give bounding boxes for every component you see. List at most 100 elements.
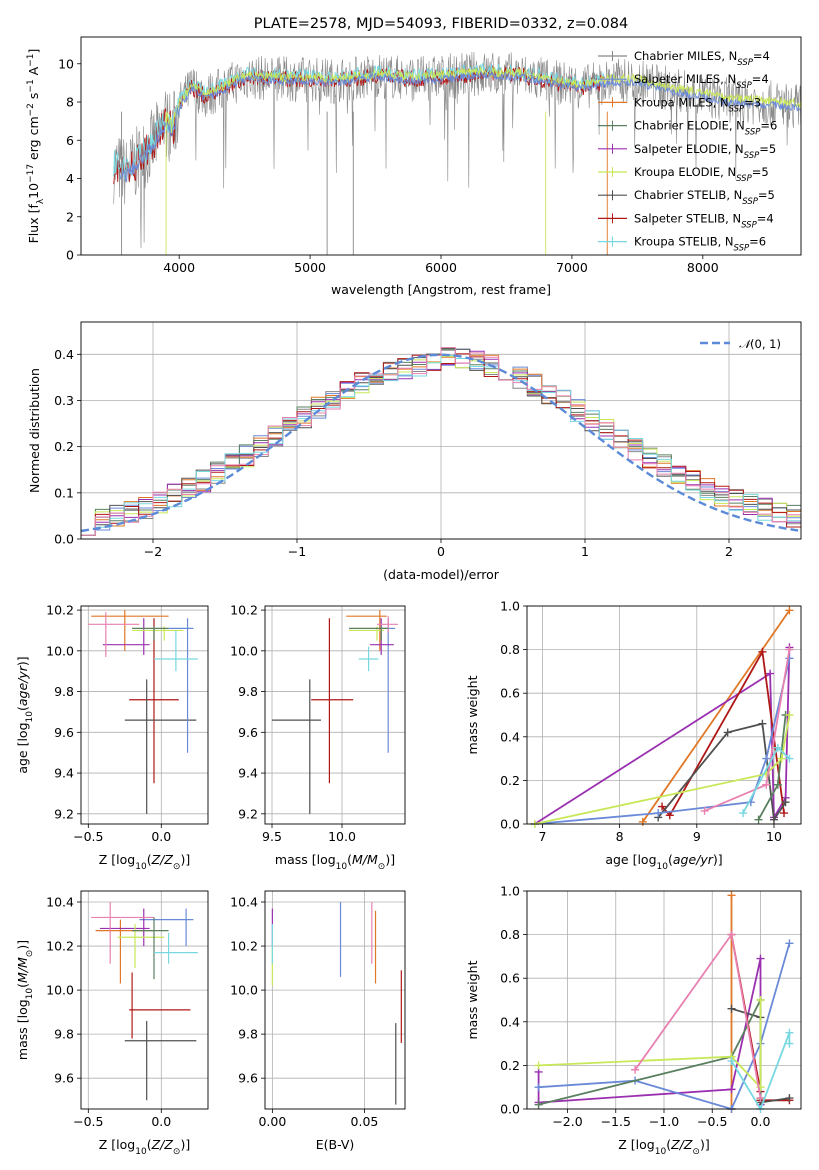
weight-point-marker [785, 606, 794, 615]
axes-frame [526, 890, 802, 1110]
legend-label: Chabrier ELODIE, NSSP=6 [634, 119, 777, 138]
legend-label: Salpeter STELIB, NSSP=4 [634, 211, 774, 230]
x-tick-label: 5000 [294, 260, 326, 275]
weight-point-marker [773, 743, 782, 752]
x-tick-label: 0.0 [151, 1114, 171, 1129]
y-tick-label: 0.0 [500, 1102, 520, 1117]
weight-point-marker [727, 891, 736, 900]
x-tick-label: 7 [538, 829, 546, 844]
y-tick-label: 6 [66, 133, 74, 148]
y-tick-label: 9.2 [238, 806, 258, 821]
weight-point-marker [785, 645, 794, 654]
weight-point-marker [785, 1094, 794, 1103]
weight-point-marker [758, 647, 767, 656]
weight-point-marker [727, 1057, 736, 1066]
spectrum-data-line [113, 51, 801, 249]
y-tick-label: 9.8 [54, 684, 74, 699]
spectrum-panel: 4000 5000 6000 7000 8000 0 2 4 6 8 10 wavelength [A… [26, 36, 802, 297]
histogram-xlabel: (data-model)/error [383, 567, 500, 582]
legend-label: Kroupa ELODIE, NSSP=5 [634, 165, 769, 184]
weight-point-marker [534, 1100, 543, 1109]
y-tick-label: 10.4 [46, 895, 74, 910]
x-tick-label: −1.5 [601, 1114, 631, 1129]
x-tick-label: 4000 [163, 260, 195, 275]
weight-point-marker [723, 728, 732, 737]
y-tick-label: 10.2 [46, 603, 74, 618]
y-tick-label: 0.4 [500, 729, 520, 744]
spectrum-ylabel: Flux [fλ10−17 erg cm−2 s−1 A−1] [26, 49, 46, 244]
spectrum-legend: Chabrier MILES, NSSP=4 Salpeter MILES, NS… [598, 49, 777, 254]
y-tick-label: 2 [66, 209, 74, 224]
axes-frame [80, 605, 209, 825]
y-tick-label: 9.6 [238, 725, 258, 740]
weight-series-line [642, 609, 791, 823]
y-tick-label: 9.4 [54, 766, 74, 781]
x-tick-label: 10.0 [328, 829, 356, 844]
weight-point-marker [785, 1039, 794, 1048]
x-tick-label: 0 [437, 544, 445, 559]
y-tick-label: 0.2 [54, 439, 74, 454]
y-tick-label: 10.2 [230, 939, 258, 954]
mass-vs-Z-xlabel: Z [log10(Z/Z⊙)] [99, 1137, 190, 1157]
y-tick-label: 9.8 [54, 1027, 74, 1042]
spectrum-xlabel: wavelength [Angstrom, rest frame] [331, 282, 551, 297]
y-tick-label: 9.4 [238, 766, 258, 781]
weight-point-marker [739, 809, 748, 818]
weight-vs-Z-panel: −2.0 −1.5 −1.0 −0.5 0.0 0.0 0.2 0.4 0.6 0.8 1.0 Z [… [465, 884, 802, 1157]
axes-frame [80, 321, 802, 540]
weight-point-marker [780, 809, 789, 818]
weight-vs-age-xlabel: age [log10(age/yr)] [605, 852, 722, 872]
y-tick-label: 10 [58, 56, 74, 71]
figure-title: PLATE=2578, MJD=54093, FIBERID=0332, z=0… [254, 16, 628, 32]
x-tick-label: 2 [725, 544, 733, 559]
y-tick-label: 10.0 [46, 983, 74, 998]
x-tick-label: 6000 [425, 260, 457, 275]
x-tick-label: 9 [693, 829, 701, 844]
y-tick-label: 9.2 [54, 806, 74, 821]
weight-point-marker [773, 780, 782, 789]
legend-label: Chabrier MILES, NSSP=4 [634, 49, 770, 68]
weight-point-marker [785, 754, 794, 763]
weight-point-marker [766, 669, 775, 678]
weight-point-marker [777, 754, 786, 763]
weight-series-line [634, 932, 762, 1099]
y-tick-label: 0 [66, 248, 74, 263]
y-tick-label: 0.3 [54, 393, 74, 408]
legend-label: Chabrier STELIB, NSSP=5 [634, 188, 775, 207]
x-tick-label: 0.0 [151, 829, 171, 844]
histogram-step-line [81, 353, 801, 536]
y-tick-label: 4 [66, 171, 74, 186]
x-tick-label: 8000 [687, 260, 719, 275]
y-tick-label: 10.0 [46, 643, 74, 658]
y-tick-label: 8 [66, 95, 74, 110]
weight-point-marker [758, 719, 767, 728]
weight-point-marker [769, 815, 778, 824]
weight-point-marker [756, 954, 765, 963]
weight-point-marker [762, 754, 771, 763]
weight-point-marker [785, 711, 794, 719]
x-tick-label: −2 [144, 544, 162, 559]
y-tick-label: 9.8 [238, 1027, 258, 1042]
y-tick-label: 9.6 [54, 725, 74, 740]
legend-label: Salpeter MILES, NSSP=4 [634, 72, 769, 91]
y-tick-label: 1.0 [500, 599, 520, 614]
y-tick-label: 0.6 [500, 971, 520, 986]
normal-curve [81, 353, 799, 533]
x-tick-label: −1.0 [649, 1114, 679, 1129]
weight-point-marker [534, 1061, 543, 1070]
weight-point-marker [534, 1083, 543, 1092]
x-tick-label: 10 [766, 829, 782, 844]
axes-frame [264, 890, 406, 1110]
age-vs-Z-ylabel: age [log10(age/yr)] [15, 656, 35, 773]
age-vs-mass-panel: 9.5 10.0 9.2 9.4 9.6 9.8 10.0 10.2 mass [log10(M… [230, 603, 406, 872]
y-tick-label: 9.6 [54, 1071, 74, 1086]
weight-vs-age-panel: 7 8 9 10 0.0 0.2 0.4 0.6 0.8 1.0 age [log10(age/yr… [465, 599, 802, 872]
y-tick-label: 10.0 [230, 983, 258, 998]
histogram-step-line [81, 347, 801, 536]
legend-normal-label: 𝒩(0, 1) [739, 337, 781, 351]
weight-series-line [537, 958, 762, 1105]
weight-series-line [534, 714, 791, 824]
weight-point-marker [756, 1094, 765, 1103]
y-tick-label: 0.0 [54, 532, 74, 547]
